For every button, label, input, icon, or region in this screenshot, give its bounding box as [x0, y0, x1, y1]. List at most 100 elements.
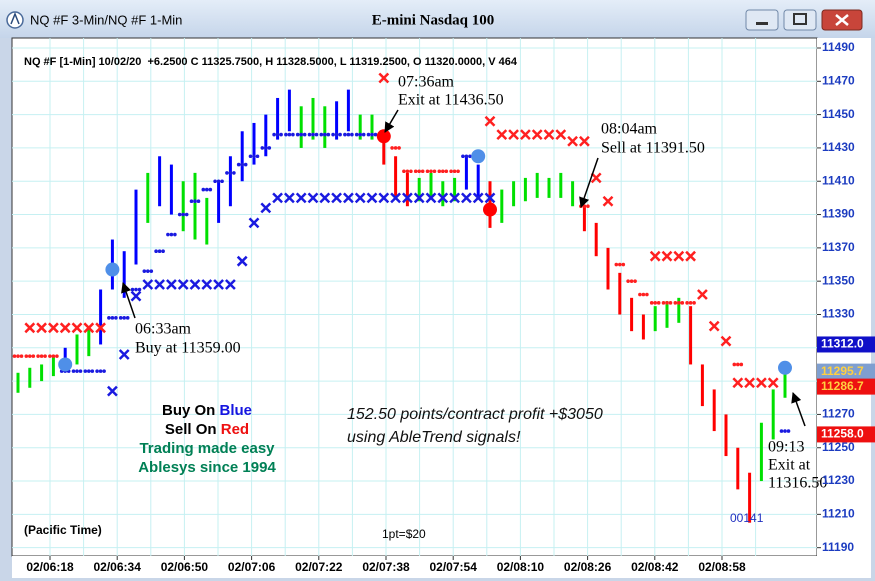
signal: [778, 360, 792, 375]
stop-marker: [284, 192, 295, 204]
trail-dot: [361, 132, 366, 137]
trail-dot: [149, 269, 154, 273]
trail-dot: [373, 132, 378, 137]
trail-dot: [314, 132, 319, 137]
trail-dot: [638, 292, 642, 297]
trail-dot: [449, 169, 453, 174]
trail-dot: [346, 132, 351, 137]
grid: [12, 38, 821, 560]
trail-dot: [350, 132, 354, 137]
trail-dot: [216, 179, 221, 184]
trail-dot: [452, 169, 457, 174]
maximize-button[interactable]: [783, 9, 817, 31]
price-label: 11312.0: [821, 337, 864, 351]
trail-dot: [420, 169, 425, 174]
x-tick-label: 02/08:42: [631, 560, 679, 574]
price-label-box: [817, 378, 875, 395]
arrow: [791, 392, 806, 427]
signal: [58, 357, 73, 372]
trail-dot: [629, 279, 634, 283]
stop-marker: [71, 322, 83, 334]
trail-dot: [134, 287, 138, 292]
trail-dot: [653, 301, 657, 305]
legend-line: Trading made easy: [139, 440, 275, 457]
trail-dot: [673, 301, 678, 305]
trail-dot: [255, 154, 260, 159]
trail-dot: [43, 354, 47, 358]
stop-marker: [118, 349, 130, 360]
y-tick-label: 11490: [822, 40, 855, 54]
trail-dot: [248, 154, 253, 159]
stop-marker: [767, 377, 779, 389]
trail-dot: [31, 354, 36, 358]
trail-dot: [692, 301, 696, 305]
trail-dot: [146, 269, 150, 273]
profit-note: using AbleTrend signals!: [347, 429, 521, 446]
trail-dot: [193, 199, 197, 204]
stop-marker: [177, 279, 189, 290]
labels: NQ #F [1-Min] 10/02/20 +6.2500 C 11325.7…: [24, 40, 875, 574]
stop-marker: [402, 192, 413, 204]
chart-title: E-mini Nasdaq 100: [372, 12, 495, 28]
trail-dot: [413, 169, 418, 174]
stop-marker: [142, 279, 154, 290]
close-glyph: [835, 14, 849, 26]
trail-dot: [456, 169, 460, 174]
stop-marker: [649, 250, 661, 262]
window-buttons: [745, 9, 863, 31]
timezone-note: (Pacific Time): [24, 523, 102, 537]
stop-marker: [272, 192, 283, 204]
stop-marker: [95, 322, 106, 334]
trail-dot: [272, 132, 276, 137]
y-tick-label: 11470: [822, 73, 855, 87]
trail-dot: [370, 132, 374, 137]
stop-marker: [59, 322, 71, 334]
x-tick-label: 02/08:58: [698, 560, 746, 574]
trail-dot: [783, 429, 787, 433]
stop-marker: [413, 192, 425, 204]
trail-dot: [78, 369, 83, 373]
stop-marker: [366, 192, 378, 204]
trail-dot: [19, 354, 24, 358]
stop-marker: [732, 377, 744, 389]
trail-dot: [213, 179, 217, 184]
trail-dot: [437, 169, 442, 174]
trail-dot: [614, 262, 619, 267]
trail-dot: [102, 369, 106, 373]
trail-dot: [677, 301, 681, 305]
minimize-button[interactable]: [745, 9, 779, 31]
trail-dot: [260, 146, 265, 150]
x-tick-label: 02/07:22: [295, 560, 343, 574]
price-label-box: [817, 336, 875, 353]
maximize-glyph: [793, 13, 807, 25]
stop-marker: [107, 385, 118, 397]
stop-marker: [201, 279, 213, 290]
legend-line: Ablesys since 1994: [138, 459, 276, 476]
trail-dot: [397, 146, 401, 150]
stop-marker: [484, 192, 496, 204]
stop-marker: [24, 322, 36, 334]
x-tick-label: 02/06:34: [94, 560, 142, 574]
stop-marker: [472, 192, 484, 204]
stop-marker: [260, 202, 272, 214]
stop-marker: [590, 172, 602, 184]
signal: [105, 262, 120, 277]
signal: [376, 129, 391, 144]
stop-marker: [248, 217, 260, 229]
y-tick-label: 11390: [822, 207, 855, 221]
trail-dot: [779, 429, 784, 433]
stop-marker: [83, 322, 95, 334]
trail-dot: [243, 162, 248, 167]
trail-dot: [409, 169, 413, 174]
title-bar: [0, 0, 875, 38]
stop-marker: [130, 290, 142, 302]
signal: [483, 202, 497, 217]
trail-dot: [468, 154, 472, 159]
trail-dot: [331, 132, 335, 137]
signal: [471, 149, 486, 164]
y-tick-label: 11270: [822, 407, 855, 421]
trail-dot: [275, 132, 280, 137]
trail-dot: [429, 169, 433, 174]
trail-dot: [122, 316, 126, 320]
stop-marker: [555, 129, 567, 140]
